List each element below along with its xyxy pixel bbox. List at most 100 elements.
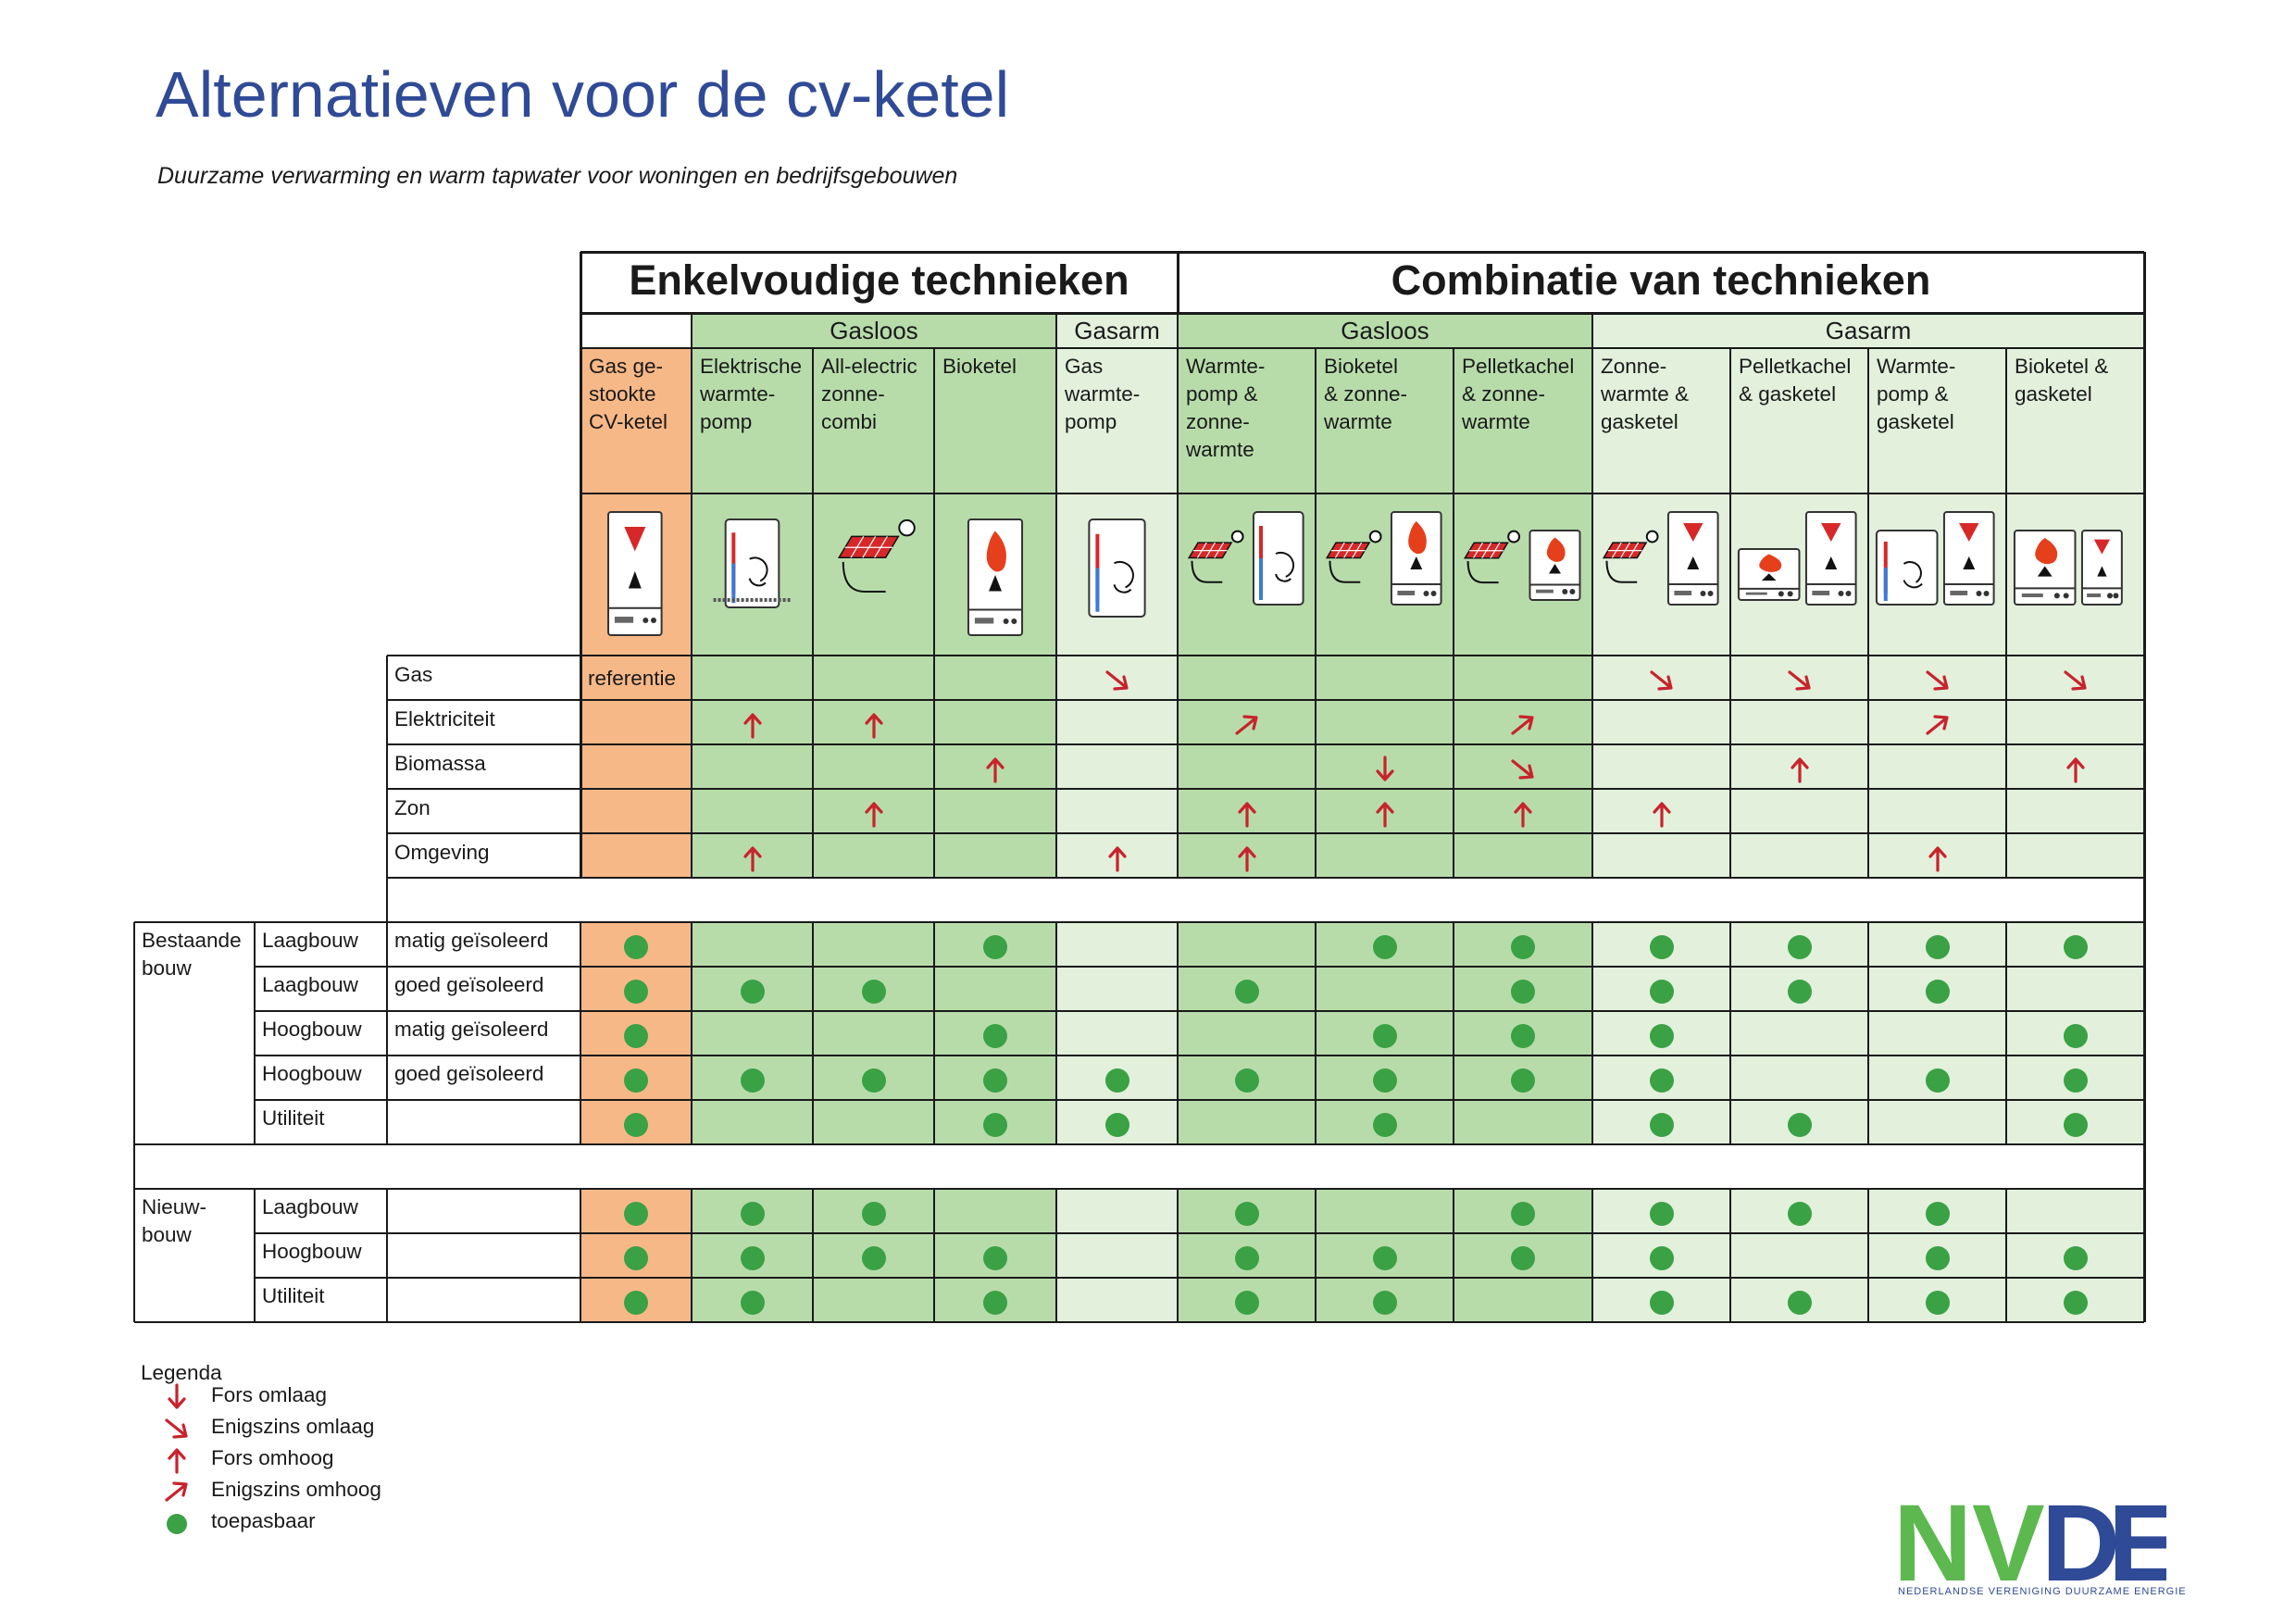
strong-increase-arrow-icon (1652, 802, 1671, 828)
applicable-dot (1372, 1068, 1397, 1093)
grid-line (2143, 878, 2145, 922)
applicable-dot (740, 1246, 765, 1270)
logo-subtitle: NEDERLANDSE VERENIGING DUURZAME ENERGIE (1898, 1586, 2187, 1597)
grid-line (1055, 1189, 1057, 1322)
grid-line (133, 922, 135, 1144)
grid-line (387, 699, 2144, 701)
slight-decrease-arrow-icon (1104, 670, 1129, 691)
gas-heat-pump-icon (1088, 518, 1146, 618)
grid-line (1177, 1189, 1179, 1322)
column-label: Warmte- (1877, 355, 1956, 378)
pellet-stove-gas-boiler-icon (1737, 511, 1857, 606)
applicable-dot (1787, 980, 1812, 1004)
applicable-dot (624, 980, 648, 1004)
grid-line (1315, 348, 1316, 878)
applicable-dot (861, 1246, 886, 1270)
column-label: warmte- (1065, 382, 1141, 406)
group-fill-gasarm (1592, 313, 2144, 348)
applicable-dot (740, 1068, 765, 1093)
slight-decrease-arrow-icon (1649, 670, 1673, 691)
applicable-dot (1649, 980, 1674, 1004)
applicable-dot (1372, 935, 1397, 959)
building-section-label: Nieuw- (142, 1195, 207, 1218)
grid-line (133, 1189, 135, 1322)
header-enkelvoudige: Enkelvoudige technieken (629, 256, 1129, 304)
grid-line (1729, 922, 1731, 1144)
legend-item: Fors omlaag (141, 1381, 437, 1411)
grid-line (812, 1189, 814, 1322)
grid-line (255, 1232, 2144, 1234)
insulation-label: goed geïsoleerd (394, 1062, 544, 1085)
electric-heat-pump-icon (713, 518, 792, 608)
grid-line (580, 347, 2144, 349)
grid-line (1729, 348, 1731, 878)
group-label-gasarm: Gasarm (1825, 317, 1912, 344)
column-label: zonne- (821, 382, 885, 406)
applicable-dot (1787, 1202, 1812, 1226)
applicable-dot (1234, 980, 1259, 1004)
applicable-dot (624, 1113, 648, 1137)
strong-increase-arrow-icon (742, 713, 762, 739)
applicable-dot (983, 935, 1007, 959)
legend-label: Enigszins omlaag (211, 1415, 375, 1438)
solar-gas-boiler-icon (1602, 511, 1719, 606)
strong-increase-arrow-icon (1375, 802, 1394, 828)
applicable-dot (861, 1202, 886, 1226)
grid-line (1453, 1189, 1454, 1322)
strong-increase-arrow-icon (742, 846, 762, 872)
applicable-dot (1649, 1068, 1674, 1093)
page-subtitle: Duurzame verwarming en warm tapwater voo… (157, 163, 958, 189)
slight-increase-arrow-icon (1925, 715, 1949, 735)
column-label: Bioketel & (2015, 355, 2109, 378)
grid-line (2005, 348, 2007, 878)
heat-pump-solar-icon (1187, 511, 1304, 606)
grid-line (2005, 922, 2007, 1144)
column-fill (692, 922, 813, 1144)
applicable-dot (1372, 1024, 1397, 1048)
applicable-dot (1234, 1202, 1259, 1226)
applicable-dot (2063, 1068, 2088, 1093)
column-label: warmte (1462, 410, 1530, 433)
grid-line (255, 1099, 2144, 1101)
applicable-dot (624, 1246, 648, 1270)
grid-line (933, 348, 935, 878)
applicable-dot (1649, 1291, 1674, 1315)
svg-text:E: E (2108, 1482, 2166, 1602)
applicable-dot (983, 1113, 1007, 1137)
insulation-label: goed geïsoleerd (394, 973, 544, 996)
column-label: Elektrische (700, 355, 803, 378)
bio-boiler-icon (967, 518, 1024, 636)
applicable-dot (1925, 1068, 1950, 1093)
applicable-dot (983, 1291, 1007, 1315)
column-label: CV-ketel (589, 410, 668, 433)
strong-increase-arrow-icon (1237, 846, 1256, 872)
column-label: Bioketel (1324, 355, 1399, 378)
building-type-label: Laagbouw (262, 929, 358, 952)
svg-text:V: V (1972, 1482, 2044, 1602)
grid-line (1729, 1189, 1731, 1322)
strong-decrease-arrow-icon (1375, 756, 1394, 781)
energy-row-label: Omgeving (394, 841, 490, 864)
header-combinatie: Combinatie van technieken (1391, 256, 1931, 304)
grid-line (387, 655, 2144, 656)
grid-line (812, 922, 814, 1144)
slight-increase-arrow-icon (1234, 715, 1258, 735)
energy-row-label: Elektriciteit (394, 707, 495, 731)
column-fill (1056, 922, 1178, 1144)
grid-line (1453, 922, 1454, 1144)
grid-line (387, 832, 2144, 834)
applicable-dot (1372, 1113, 1397, 1137)
applicable-dot (1511, 1202, 1535, 1226)
grid-line (580, 922, 581, 1144)
applicable-dot (1925, 935, 1950, 959)
column-label: pomp & (1186, 382, 1258, 406)
grid-line (1177, 313, 1179, 878)
grid-line (386, 656, 388, 1144)
grid-line (580, 250, 2144, 254)
grid-line (1591, 1189, 1593, 1322)
strong-increase-arrow-icon (986, 757, 1004, 783)
grid-line (812, 348, 814, 878)
grid-line (254, 1189, 256, 1322)
slight-decrease-arrow-icon (2063, 670, 2087, 691)
column-label: warmte & (1601, 382, 1690, 406)
